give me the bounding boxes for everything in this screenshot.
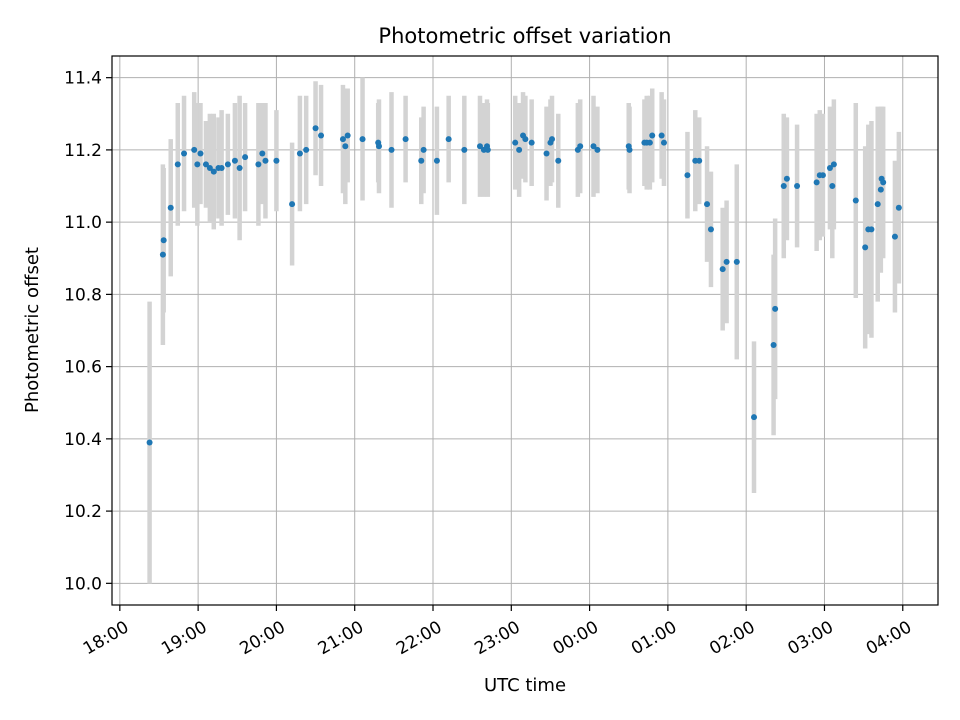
data-point bbox=[829, 183, 836, 190]
data-point bbox=[723, 258, 730, 265]
y-tick-label: 10.4 bbox=[64, 430, 102, 450]
data-point bbox=[289, 201, 296, 208]
data-point bbox=[626, 146, 633, 153]
data-point bbox=[660, 139, 667, 146]
data-point bbox=[433, 157, 440, 164]
x-axis-label: UTC time bbox=[484, 675, 566, 696]
y-axis-ticks: 10.0 10.2 10.4 10.6 10.8 11.0 11.2 11.4 bbox=[64, 69, 112, 594]
data-point bbox=[512, 139, 519, 146]
data-point bbox=[895, 204, 902, 211]
data-point bbox=[528, 139, 535, 146]
y-axis-label: Photometric offset bbox=[22, 247, 43, 413]
chart-title: Photometric offset variation bbox=[378, 24, 671, 48]
data-point bbox=[874, 201, 881, 208]
data-point bbox=[862, 244, 869, 251]
data-point bbox=[772, 305, 779, 312]
data-point bbox=[194, 161, 201, 168]
data-point bbox=[312, 125, 319, 132]
data-point bbox=[826, 164, 833, 171]
data-point bbox=[783, 175, 790, 182]
data-point bbox=[197, 150, 204, 157]
data-point bbox=[255, 161, 262, 168]
data-point bbox=[868, 226, 875, 233]
data-point bbox=[794, 183, 801, 190]
data-point bbox=[218, 164, 225, 171]
y-tick-label: 11.4 bbox=[64, 69, 102, 89]
data-point bbox=[359, 136, 366, 143]
data-point bbox=[891, 233, 898, 240]
data-point bbox=[476, 143, 483, 150]
data-point bbox=[590, 143, 597, 150]
data-point bbox=[242, 154, 249, 161]
data-point bbox=[296, 150, 303, 157]
data-point bbox=[751, 414, 758, 421]
data-point bbox=[388, 146, 395, 153]
data-point bbox=[594, 146, 601, 153]
data-point bbox=[236, 164, 243, 171]
data-point bbox=[543, 150, 550, 157]
data-point bbox=[484, 146, 491, 153]
data-point bbox=[160, 237, 167, 244]
data-point bbox=[461, 146, 468, 153]
y-tick-label: 11.0 bbox=[64, 213, 102, 233]
data-point bbox=[877, 186, 884, 193]
data-point bbox=[733, 258, 740, 265]
data-point bbox=[696, 157, 703, 164]
data-point bbox=[522, 136, 529, 143]
data-point bbox=[181, 150, 188, 157]
y-tick-label: 10.6 bbox=[64, 358, 102, 378]
data-point bbox=[159, 251, 166, 258]
y-tick-label: 10.0 bbox=[64, 574, 102, 594]
grid bbox=[112, 56, 938, 605]
data-point bbox=[303, 146, 310, 153]
data-point bbox=[780, 183, 787, 190]
data-point bbox=[210, 168, 217, 175]
data-point bbox=[684, 172, 691, 179]
y-tick-label: 10.8 bbox=[64, 285, 102, 305]
data-point bbox=[658, 132, 665, 139]
data-point bbox=[206, 164, 213, 171]
data-point bbox=[202, 161, 209, 168]
data-point bbox=[231, 157, 238, 164]
data-point bbox=[418, 157, 425, 164]
data-point bbox=[259, 150, 266, 157]
data-point bbox=[342, 143, 349, 150]
data-point bbox=[375, 143, 382, 150]
data-point bbox=[852, 197, 859, 204]
y-tick-label: 10.2 bbox=[64, 502, 102, 522]
plot-frame bbox=[111, 55, 939, 606]
data-point bbox=[420, 146, 427, 153]
data-point bbox=[880, 179, 887, 186]
data-point bbox=[224, 161, 231, 168]
data-point bbox=[555, 157, 562, 164]
data-point bbox=[830, 161, 837, 168]
data-point bbox=[318, 132, 325, 139]
data-point bbox=[402, 136, 409, 143]
data-point bbox=[707, 226, 714, 233]
data-point bbox=[344, 132, 351, 139]
data-point bbox=[577, 143, 584, 150]
data-point bbox=[646, 139, 653, 146]
data-point bbox=[704, 201, 711, 208]
data-point bbox=[549, 136, 556, 143]
data-point bbox=[167, 204, 174, 211]
data-point bbox=[516, 146, 523, 153]
data-point bbox=[445, 136, 452, 143]
data-point bbox=[339, 136, 346, 143]
data-point bbox=[813, 179, 820, 186]
data-point bbox=[191, 146, 198, 153]
data-point bbox=[719, 266, 726, 273]
data-point bbox=[262, 157, 269, 164]
y-tick-label: 11.2 bbox=[64, 141, 102, 161]
data-point bbox=[273, 157, 280, 164]
data-points bbox=[146, 125, 902, 446]
data-point bbox=[819, 172, 826, 179]
data-point bbox=[770, 341, 777, 348]
data-point bbox=[174, 161, 181, 168]
data-point bbox=[146, 439, 153, 446]
data-point bbox=[649, 132, 656, 139]
